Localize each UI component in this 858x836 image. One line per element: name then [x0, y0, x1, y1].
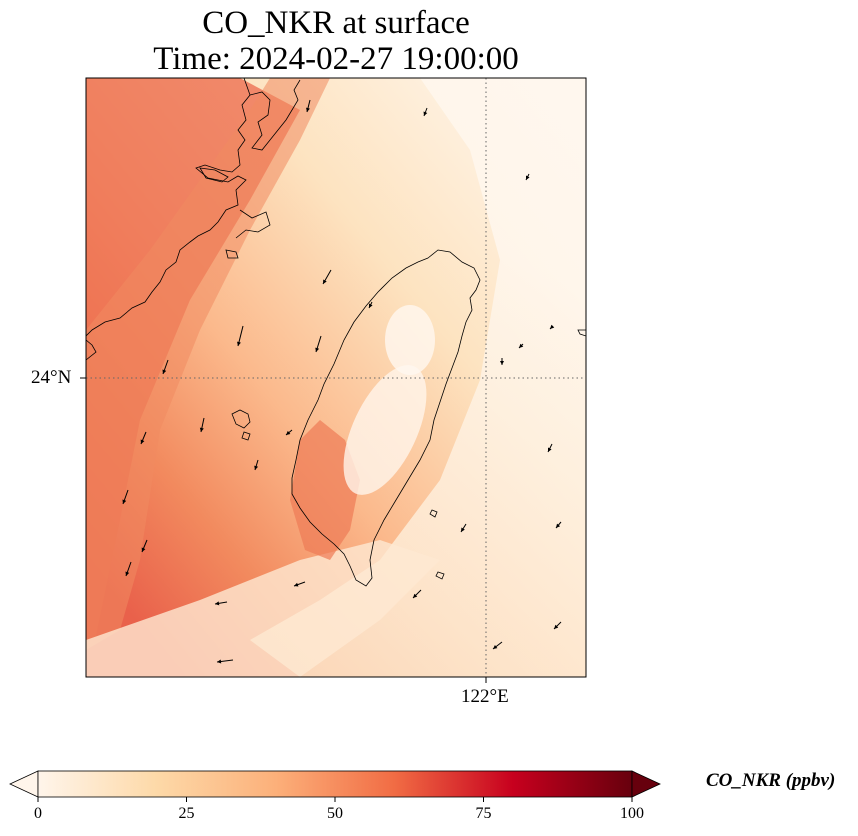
colorbar-under-triangle — [9, 770, 39, 798]
map-title-line-2: Time: 2024-02-27 19:00:00 — [153, 41, 519, 77]
wind-arrow-head — [217, 659, 222, 664]
wind-arrow-head — [423, 111, 428, 116]
wind-arrow-head — [254, 465, 259, 470]
wind-arrow-head — [122, 499, 127, 504]
colorbar-tick-label: 0 — [34, 805, 42, 822]
concentration-field — [86, 78, 586, 677]
wind-arrow-head — [237, 341, 241, 346]
wind-arrow-head — [323, 279, 327, 284]
wind-arrow-head — [306, 107, 310, 112]
wind-arrow-head — [125, 571, 130, 576]
colorbar-tick-label: 25 — [178, 805, 195, 822]
gridlines — [86, 78, 586, 677]
coastlines — [86, 78, 586, 587]
colorbar-over-triangle — [631, 770, 661, 798]
colorbar-tick-label: 100 — [620, 805, 644, 822]
wind-arrow-head — [548, 447, 552, 452]
mainland-coastline — [86, 78, 251, 337]
wind-arrow-head — [554, 624, 559, 629]
wind-arrow-head — [141, 547, 146, 552]
colorbar-tick-label: 50 — [327, 805, 343, 822]
colorbar-gradient — [37, 770, 633, 798]
wind-arrow-head — [215, 601, 220, 606]
wind-arrow-head — [556, 523, 561, 528]
map-plot — [80, 77, 587, 683]
wind-arrow-head — [286, 430, 291, 435]
taiwan-coastline — [291, 249, 481, 587]
wind-arrow-head — [413, 593, 418, 598]
wind-arrow-head — [162, 369, 167, 374]
latitude-tick-label: 24°N — [31, 367, 72, 388]
wind-arrow-head — [526, 175, 530, 180]
wind-arrow-head — [500, 361, 504, 365]
map-title-line-1: CO_NKR at surface — [202, 5, 470, 41]
wind-arrow-head — [199, 427, 204, 432]
wind-arrow-head — [461, 527, 465, 532]
wind-arrow-head — [140, 439, 145, 444]
colorbar — [9, 770, 661, 802]
wind-arrow-head — [315, 347, 320, 352]
wind-arrow-head — [369, 303, 373, 308]
colorbar-label: CO_NKR (ppbv) — [706, 770, 836, 791]
wind-arrow-head — [550, 324, 555, 329]
wind-arrow-head — [493, 644, 498, 649]
wind-arrow-head — [519, 343, 524, 348]
wind-arrow-head — [294, 582, 299, 587]
penghu-islands — [231, 409, 251, 429]
longitude-tick-label: 122°E — [461, 686, 509, 707]
colorbar-tick-label: 75 — [475, 805, 492, 822]
wind-vector-field — [122, 99, 562, 664]
